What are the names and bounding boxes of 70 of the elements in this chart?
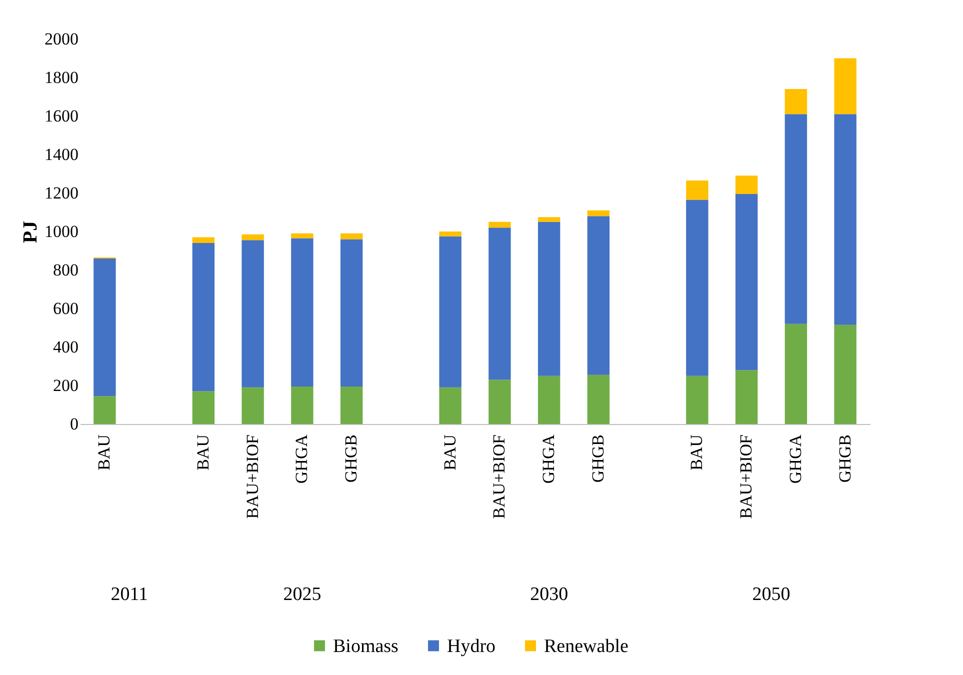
y-axis-title: PJ — [20, 220, 42, 244]
bar — [686, 180, 708, 200]
bar — [242, 387, 264, 424]
y-tick-label: 2000 — [44, 30, 78, 48]
bar — [242, 234, 264, 240]
bar — [94, 396, 116, 424]
y-tick-label: 1600 — [44, 106, 78, 126]
bar — [94, 258, 116, 396]
text: 2011 — [110, 584, 148, 605]
x-tick-label: GHGA — [539, 434, 558, 484]
bar — [834, 324, 856, 424]
bar — [784, 324, 808, 424]
legend-label: Biomass — [333, 636, 398, 657]
legend-label: Renewable — [544, 636, 628, 657]
x-tick-label: BAU+BIOF — [490, 434, 509, 519]
text: 2030 — [530, 584, 568, 605]
bar — [587, 374, 610, 424]
x-tick-label: BAU+BIOF — [242, 434, 262, 519]
bar — [784, 114, 808, 324]
bar — [192, 243, 215, 392]
y-tick-label: 0 — [70, 414, 78, 434]
bar — [784, 89, 808, 114]
x-tick-label: BAU — [94, 434, 114, 470]
bar — [340, 239, 363, 386]
bar — [538, 376, 560, 424]
bar — [488, 380, 511, 424]
bar — [587, 216, 610, 375]
legend-label: Hydro — [447, 636, 496, 657]
x-tick-label: BAU — [687, 434, 706, 470]
bar — [340, 386, 363, 424]
y-tick-label: 1000 — [44, 222, 78, 241]
bar — [192, 237, 215, 244]
x-tick-label: GHGA — [786, 434, 805, 484]
text: 2050 — [752, 584, 790, 605]
bar — [291, 386, 314, 424]
x-tick-label: BAU — [440, 434, 460, 470]
x-tick-label: GHGB — [342, 434, 361, 483]
bar — [538, 222, 560, 376]
bar — [488, 222, 511, 228]
bar — [538, 217, 560, 222]
bar — [735, 194, 758, 370]
y-tick-label: 600 — [53, 299, 78, 318]
bar — [834, 58, 856, 114]
bar — [340, 233, 363, 240]
y-tick-label: 200 — [53, 376, 78, 395]
bar — [439, 236, 462, 388]
bar — [291, 233, 314, 238]
bar — [192, 391, 215, 424]
bar — [735, 370, 758, 424]
bar — [439, 232, 462, 236]
y-tick-label: 800 — [53, 260, 78, 280]
y-tick-label: 1800 — [44, 68, 78, 87]
bar — [686, 376, 708, 424]
bar — [686, 200, 708, 376]
y-tick-label: 1200 — [44, 184, 78, 202]
x-tick-label: GHGA — [292, 434, 312, 484]
y-tick-label: 400 — [53, 338, 78, 356]
x-tick-label: GHGB — [835, 434, 854, 483]
bar — [488, 228, 511, 380]
bar — [587, 210, 610, 216]
bar — [834, 114, 856, 325]
x-tick-label: BAU+BIOF — [736, 434, 756, 519]
bar — [291, 238, 314, 386]
bar — [735, 176, 758, 194]
text: 2025 — [283, 584, 322, 605]
x-tick-label: BAU — [193, 434, 212, 470]
x-tick-label: GHGB — [588, 434, 608, 483]
bar — [242, 240, 264, 388]
y-tick-label: 1400 — [44, 145, 78, 164]
bar — [439, 387, 462, 424]
